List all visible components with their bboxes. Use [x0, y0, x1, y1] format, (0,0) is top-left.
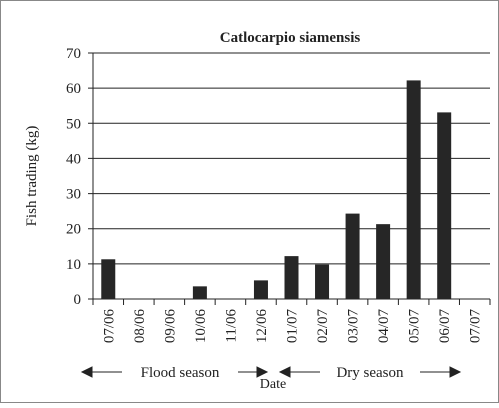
label-bg	[122, 364, 238, 380]
y-tick-label: 50	[66, 116, 81, 132]
bar	[284, 256, 299, 299]
y-tick-label: 30	[66, 187, 81, 203]
y-tick-label: 0	[74, 292, 82, 308]
label-bg	[320, 364, 420, 380]
bar	[345, 213, 360, 299]
y-tick-label: 70	[66, 46, 81, 62]
bar	[437, 112, 452, 300]
x-axis-label: Date	[260, 377, 286, 392]
x-tick-label: 07/06	[101, 309, 117, 344]
x-tick-label: 03/07	[346, 309, 362, 344]
x-tick-label: 04/07	[376, 309, 392, 344]
y-tick-label: 40	[66, 151, 81, 167]
bar	[192, 286, 207, 299]
x-tick-label: 01/07	[285, 309, 301, 344]
annotation: Flood season	[141, 365, 220, 381]
x-tick-label: 09/06	[162, 309, 178, 344]
x-tick-label: 10/06	[193, 309, 209, 344]
y-tick-label: 20	[66, 222, 81, 238]
y-tick-label: 10	[66, 257, 81, 273]
x-tick-label: 06/07	[437, 309, 453, 344]
x-tick-label: 12/06	[254, 309, 270, 344]
annotation: Dry season	[336, 365, 404, 381]
chart-title: Catlocarpio siamensis	[220, 30, 361, 46]
x-tick-label: 05/07	[407, 309, 423, 344]
x-tick-label: 02/07	[315, 309, 331, 344]
bar	[101, 259, 116, 299]
x-tick-label: 08/06	[132, 309, 148, 344]
bar	[315, 264, 330, 299]
x-tick-label: 11/06	[223, 309, 239, 343]
y-tick-label: 60	[66, 81, 81, 97]
x-tick-label: 07/07	[468, 309, 484, 344]
bar	[406, 80, 421, 299]
bar	[253, 280, 268, 299]
y-axis-label: Fish trading (kg)	[24, 126, 40, 227]
bar	[376, 224, 391, 299]
